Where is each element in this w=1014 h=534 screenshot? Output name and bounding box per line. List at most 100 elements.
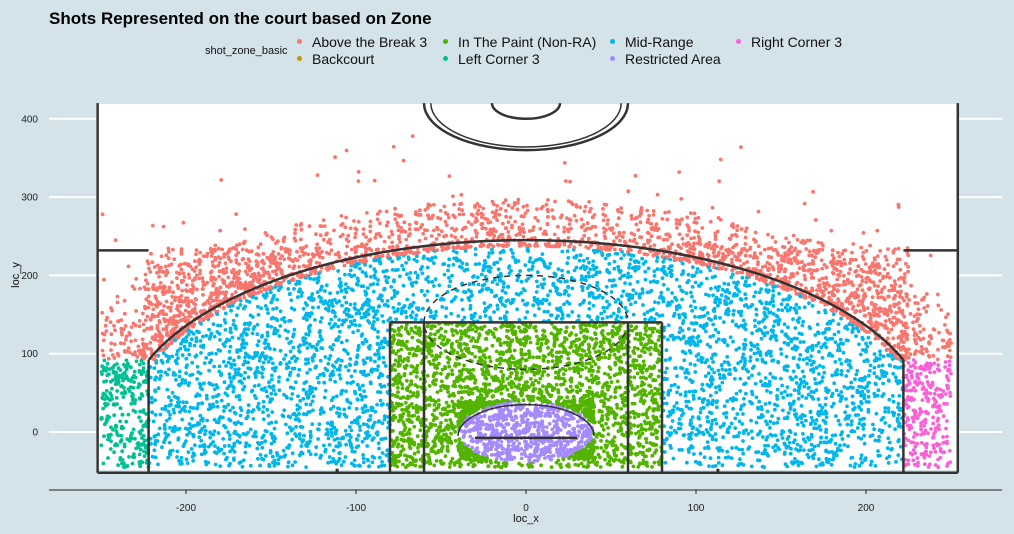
shot-point: [859, 267, 864, 272]
shot-point: [447, 284, 452, 289]
shot-point: [726, 282, 731, 287]
shot-point: [496, 464, 501, 468]
shot-point: [292, 366, 297, 371]
shot-point: [414, 280, 418, 285]
shot-point: [750, 392, 755, 397]
shot-point: [804, 286, 808, 291]
shot-point: [740, 355, 745, 360]
shot-point: [393, 217, 398, 222]
shot-point: [637, 443, 642, 448]
shot-point: [495, 452, 500, 456]
shot-point: [929, 427, 933, 431]
shot-point: [433, 277, 438, 282]
shot-point: [945, 402, 949, 406]
shot-point: [297, 265, 302, 269]
shot-point: [824, 415, 829, 419]
shot-point: [766, 454, 770, 458]
shot-point: [794, 447, 798, 451]
shot-point: [435, 293, 440, 298]
shot-point: [161, 224, 166, 229]
shot-point: [738, 258, 742, 263]
shot-point: [352, 306, 357, 310]
shot-point: [379, 463, 384, 468]
shot-point: [261, 399, 266, 404]
shot-point: [868, 243, 872, 248]
shot-point: [743, 279, 748, 284]
shot-point: [242, 359, 247, 364]
shot-point: [663, 210, 668, 215]
shot-point: [376, 419, 381, 424]
shot-point: [520, 298, 525, 303]
shot-point: [833, 340, 838, 344]
shot-point: [124, 419, 129, 424]
shot-point: [553, 199, 557, 204]
shot-point: [811, 397, 816, 401]
shot-point: [754, 307, 759, 312]
shot-point: [265, 407, 270, 412]
shot-point: [158, 412, 163, 417]
shot-point: [876, 449, 880, 453]
shot-point: [169, 398, 174, 403]
shot-point: [947, 368, 952, 372]
shot-point: [794, 412, 799, 416]
shot-point: [159, 265, 164, 270]
shot-point: [462, 363, 466, 368]
shot-point: [693, 363, 697, 367]
shot-point: [795, 238, 800, 242]
shot-point: [278, 361, 283, 366]
shot-point: [397, 274, 402, 279]
shot-point: [364, 242, 369, 247]
shot-point: [535, 207, 539, 212]
shot-point: [345, 338, 349, 343]
shot-point: [770, 296, 775, 301]
shot-point: [323, 366, 328, 371]
shot-point: [470, 351, 474, 356]
shot-point: [165, 359, 170, 364]
shot-point: [182, 261, 187, 266]
shot-point: [228, 449, 233, 454]
shot-point: [577, 429, 581, 434]
shot-point: [191, 285, 196, 290]
shot-point: [186, 450, 191, 455]
shot-point: [643, 269, 648, 274]
shot-point: [655, 267, 660, 271]
shot-point: [538, 226, 543, 231]
shot-point: [807, 249, 812, 254]
shot-point: [213, 277, 218, 282]
shot-point: [689, 418, 693, 423]
shot-point: [905, 416, 910, 420]
shot-point: [353, 323, 358, 328]
shot-point: [361, 232, 366, 237]
shot-point: [143, 443, 148, 448]
shot-point: [574, 333, 578, 337]
shot-point: [913, 294, 917, 299]
shot-point: [648, 280, 653, 284]
shot-point: [906, 438, 911, 443]
shot-point: [519, 279, 524, 284]
shot-point: [290, 437, 295, 442]
shot-point: [209, 332, 214, 336]
shot-point: [936, 303, 941, 308]
shot-point: [237, 336, 241, 341]
shot-point: [891, 399, 896, 404]
shot-point: [503, 291, 508, 295]
shot-point: [297, 367, 302, 372]
shot-point: [167, 440, 172, 445]
shot-point: [363, 337, 368, 342]
shot-point: [703, 374, 708, 378]
shot-point: [505, 310, 509, 315]
shot-point: [208, 270, 213, 275]
shot-point: [454, 250, 459, 255]
shot-point: [377, 455, 382, 460]
shot-point: [372, 178, 377, 183]
shot-point: [141, 424, 146, 429]
shot-point: [857, 463, 862, 468]
shot-point: [123, 364, 128, 368]
shot-point: [274, 420, 278, 424]
shot-point: [425, 257, 430, 261]
shot-point: [318, 358, 323, 363]
shot-point: [742, 402, 746, 407]
shot-point: [642, 312, 647, 317]
legend-title: shot_zone_basic: [205, 45, 288, 57]
